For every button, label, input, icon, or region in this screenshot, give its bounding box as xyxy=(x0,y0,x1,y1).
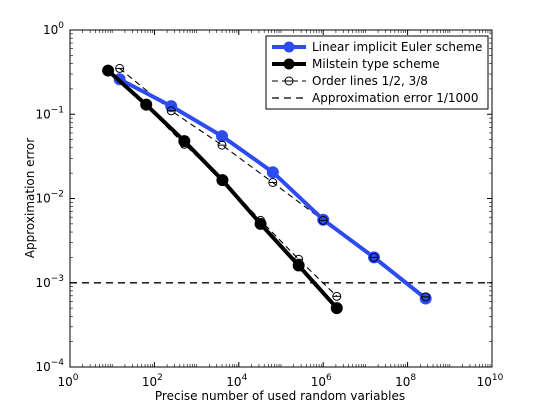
y-tick-label: 10−2 xyxy=(35,190,64,206)
legend-label: Approximation error 1/1000 xyxy=(312,91,478,105)
x-tick-label: 108 xyxy=(395,373,416,389)
y-tick-label: 10−1 xyxy=(35,105,64,121)
legend-label: Linear implicit Euler scheme xyxy=(312,40,482,54)
ticks-layer: 100 102 104 106 108 1010 10−4 10−3 10−2 10−1 100 xyxy=(35,21,503,389)
data-point xyxy=(216,130,229,143)
x-axis-label: Precise number of used random variables xyxy=(155,389,405,403)
order-lines-markers xyxy=(103,63,431,302)
data-point xyxy=(254,217,267,230)
y-axis-label: Approximation error xyxy=(23,138,37,258)
data-point xyxy=(165,100,178,113)
series-line xyxy=(118,77,427,301)
legend-swatch-marker xyxy=(283,41,295,53)
legend-item: Order lines 1/2, 3/8 xyxy=(272,74,428,88)
data-point xyxy=(266,166,279,179)
legend-label: Order lines 1/2, 3/8 xyxy=(312,74,428,88)
legend-swatch-marker xyxy=(283,58,295,70)
legend-item: Milstein type scheme xyxy=(272,57,440,71)
x-tick-label: 106 xyxy=(311,373,332,389)
y-tick-label: 10−4 xyxy=(35,358,64,374)
legend-label: Milstein type scheme xyxy=(312,57,440,71)
x-tick-label: 102 xyxy=(142,373,163,389)
x-tick-label: 100 xyxy=(57,373,78,389)
data-point xyxy=(330,302,343,315)
legend-item: Linear implicit Euler scheme xyxy=(272,40,482,54)
y-tick-label: 100 xyxy=(43,21,64,37)
legend-item: Approximation error 1/1000 xyxy=(272,91,478,105)
x-tick-label: 1010 xyxy=(477,373,504,389)
y-tick-label: 10−3 xyxy=(35,274,64,290)
data-point xyxy=(292,259,305,272)
legend: Linear implicit Euler scheme Milstein typ… xyxy=(265,35,489,110)
x-tick-label: 104 xyxy=(226,373,247,389)
